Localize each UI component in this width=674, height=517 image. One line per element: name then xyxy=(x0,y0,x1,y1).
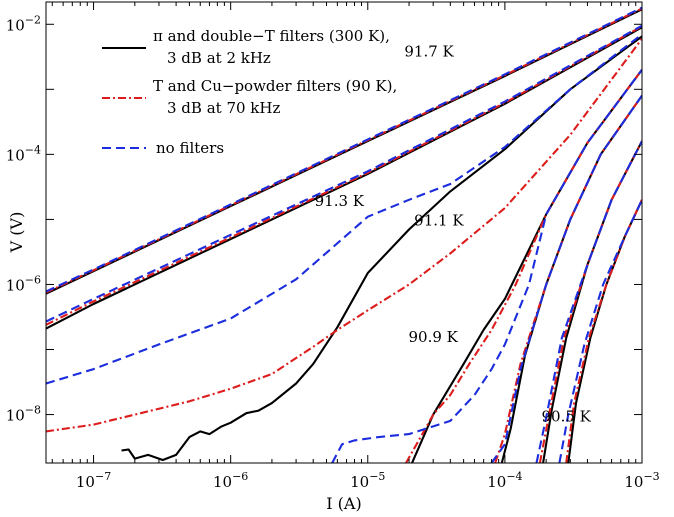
x-tick-label: 10−5 xyxy=(350,470,385,491)
y-tick-label: 10−6 xyxy=(6,273,41,294)
x-tick-label: 10−6 xyxy=(213,470,248,491)
y-tick-label: 10−4 xyxy=(6,143,41,164)
series-layer xyxy=(46,6,642,463)
temperature-label: 90.9 K xyxy=(409,328,459,346)
series-line-91-1-k-dashed xyxy=(46,33,642,385)
series-line-90-5-k-dashed xyxy=(558,199,642,463)
series-line-90-9-k-dashdot xyxy=(405,69,642,463)
series-line-90-7-k-dashed xyxy=(490,94,642,463)
series-line-91-7-k-dashed xyxy=(46,6,642,293)
legend-label-line2: 3 dB at 2 kHz xyxy=(167,49,271,67)
series-line-91-1-k-dashdot xyxy=(46,38,642,433)
plot-frame xyxy=(45,1,643,464)
y-tick-label: 10−8 xyxy=(6,404,41,425)
annotation-layer: 91.7 K 91.3 K 91.1 K 90.9 K 90.5 K xyxy=(315,42,592,425)
series-line-90-9-k-dashed xyxy=(331,69,642,463)
y-axis-label: V (V) xyxy=(7,212,26,254)
legend: π and double−T filters (300 K), 3 dB at 2… xyxy=(102,27,397,157)
legend-label: T and Cu−powder filters (90 K), xyxy=(153,77,397,95)
series-line-91-3-k-dashed xyxy=(46,24,642,323)
temperature-label: 91.1 K xyxy=(414,212,464,230)
x-tick-label: 10−7 xyxy=(76,470,111,491)
legend-label-line2: 3 dB at 70 kHz xyxy=(167,99,280,117)
legend-label: π and double−T filters (300 K), xyxy=(153,27,390,45)
x-axis-label: I (A) xyxy=(326,494,361,513)
series-line-91-3-k-dashdot xyxy=(46,25,642,326)
y-tick-label: 10−2 xyxy=(6,13,41,34)
x-tick-label: 10−3 xyxy=(624,470,659,491)
x-tick-label: 10−4 xyxy=(487,470,522,491)
plot-background xyxy=(46,2,642,463)
temperature-label: 91.7 K xyxy=(404,42,454,60)
axes-layer: 10−7 10−6 10−5 10−4 10−3 10−8 10−6 10−4 10−2 xyxy=(6,2,660,491)
series-line-90-6-k-dashed xyxy=(535,140,642,463)
temperature-label: 90.5 K xyxy=(542,408,592,426)
legend-label: no filters xyxy=(156,139,224,157)
series-line-91-1-k-solid xyxy=(121,35,642,462)
temperature-label: 91.3 K xyxy=(315,192,365,210)
